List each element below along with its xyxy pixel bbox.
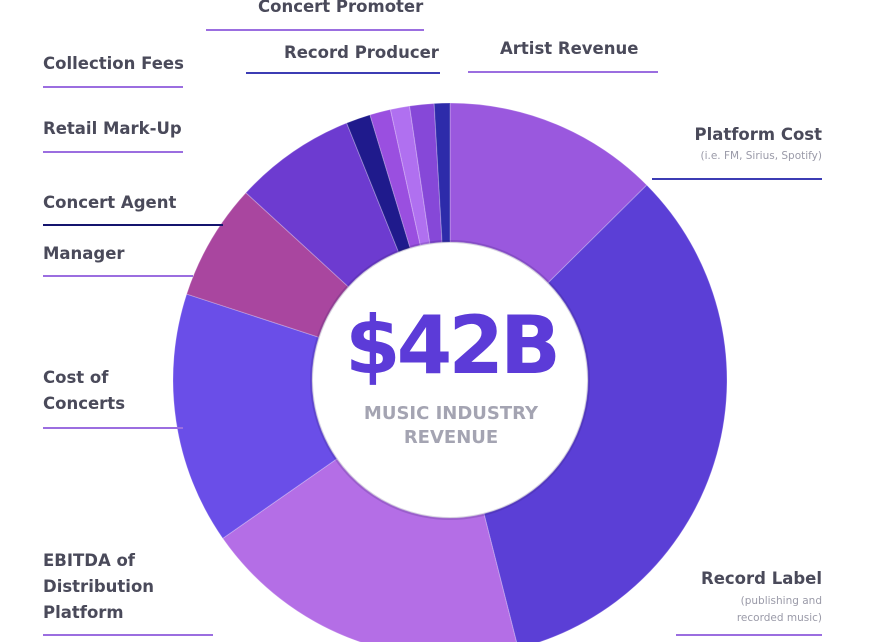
leader-retail-markup	[43, 151, 183, 153]
leader-ebitda	[43, 634, 213, 636]
leader-platform-cost	[652, 178, 822, 180]
slice-platform-cost	[483, 184, 728, 642]
label-retail-markup: Retail Mark-Up	[43, 119, 182, 138]
center-caption-line1: MUSIC INDUSTRY	[363, 403, 539, 424]
slice-concert-promoter	[408, 102, 443, 245]
slice-collection-fees	[389, 105, 431, 246]
slice-artist-revenue	[449, 102, 648, 284]
center-total-value: $42B	[345, 299, 561, 392]
leader-artist-revenue	[468, 71, 658, 73]
label-manager: Manager	[43, 244, 125, 263]
label-ebitda-line1: EBITDA of	[43, 551, 135, 570]
label-cost-of-concerts-line1: Cost of	[43, 368, 109, 387]
label-concert-agent: Concert Agent	[43, 193, 177, 212]
label-ebitda: EBITDA of Distribution Platform	[43, 548, 154, 626]
leader-record-producer	[246, 72, 440, 74]
slice-ebitda-of-distribution-platform	[172, 293, 338, 540]
center-caption: MUSIC INDUSTRY REVENUE	[330, 402, 572, 450]
leader-concert-promoter	[206, 29, 424, 31]
donut-hole	[313, 243, 587, 517]
label-platform-cost-sub: (i.e. FM, Sirius, Spotify)	[700, 150, 823, 162]
label-ebitda-line3: Platform	[43, 603, 124, 622]
label-record-producer: Record Producer	[284, 43, 439, 62]
slice-concert-agent	[346, 114, 411, 253]
label-ebitda-line2: Distribution	[43, 577, 155, 596]
label-cost-of-concerts: Cost of Concerts	[43, 365, 125, 417]
leader-cost-of-concerts	[43, 427, 183, 429]
leader-concert-agent	[43, 224, 223, 226]
slice-manager	[245, 122, 400, 288]
label-collection-fees: Collection Fees	[43, 54, 184, 73]
leader-manager	[43, 275, 193, 277]
label-platform-cost: Platform Cost	[694, 125, 822, 144]
slice-record-label	[222, 458, 518, 642]
label-concert-promoter: Concert Promoter	[258, 0, 424, 16]
slice-record-producer	[433, 102, 451, 243]
leader-collection-fees	[43, 86, 183, 88]
label-record-label-sub1: (publishing and	[740, 595, 822, 607]
label-artist-revenue: Artist Revenue	[500, 39, 639, 58]
label-cost-of-concerts-line2: Concerts	[43, 394, 126, 413]
center-caption-line2: REVENUE	[403, 427, 499, 448]
slice-cost-of-concerts	[186, 192, 350, 338]
leader-record-label	[676, 634, 822, 636]
label-record-label: Record Label	[700, 569, 822, 588]
label-record-label-sub2: recorded music)	[736, 612, 822, 624]
